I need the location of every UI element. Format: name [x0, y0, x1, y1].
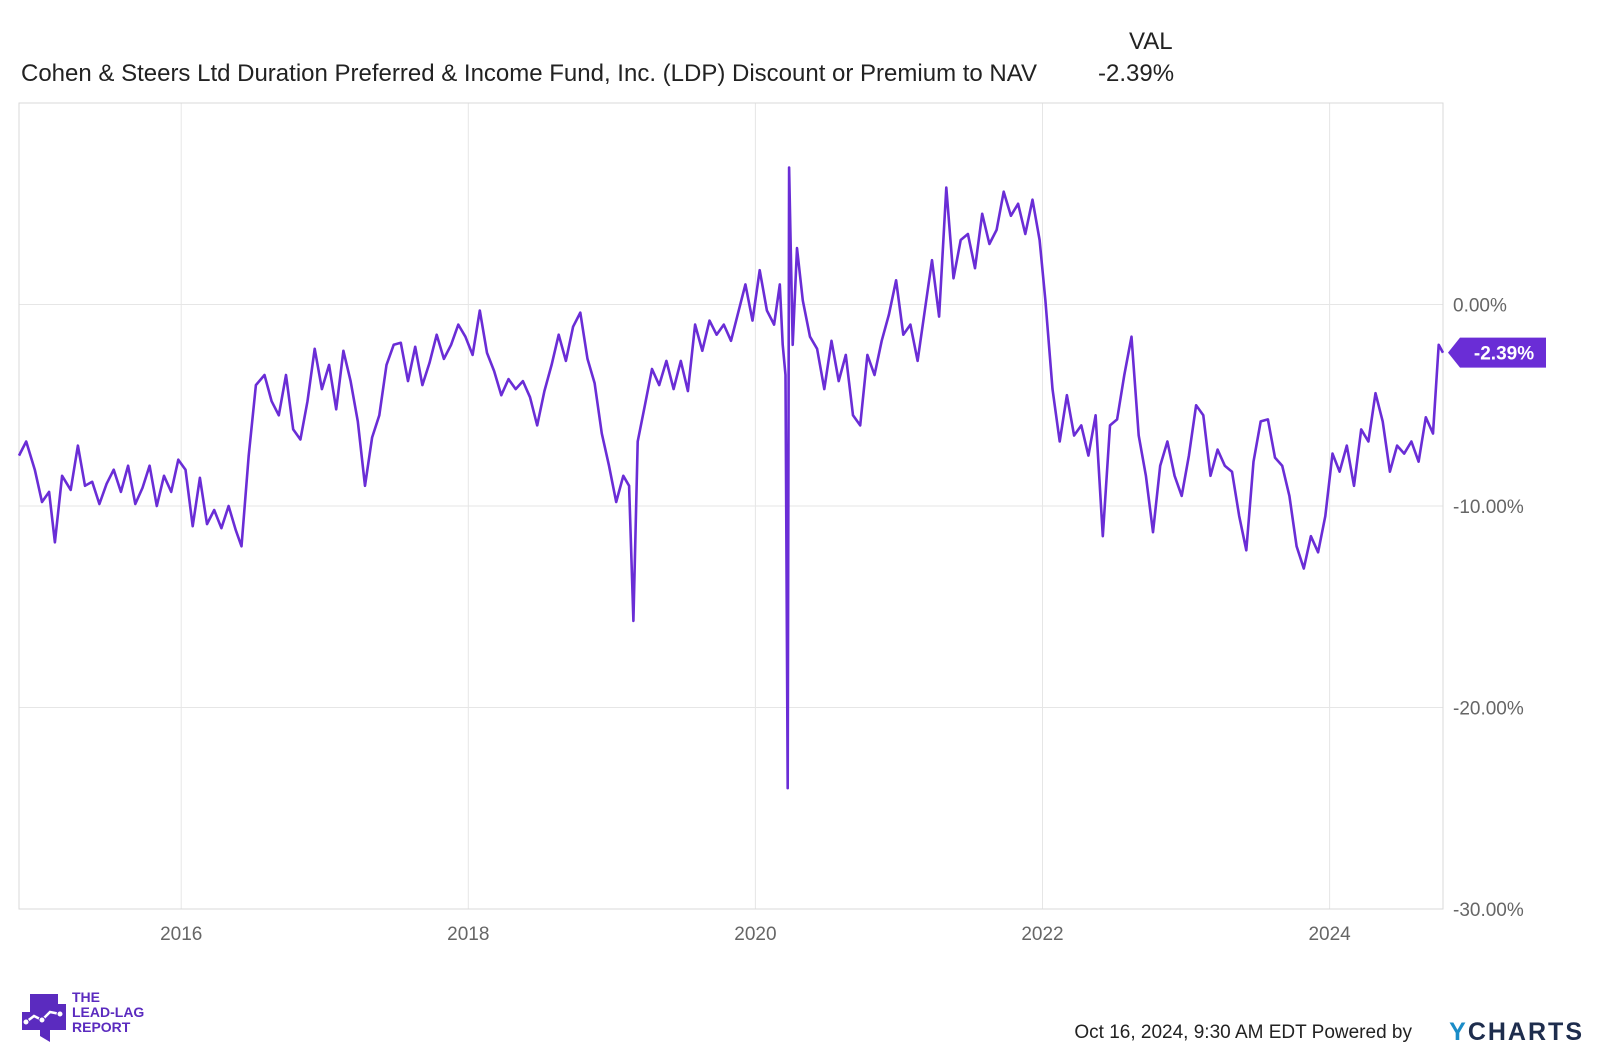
x-tick-label: 2018: [447, 924, 489, 945]
x-tick-label: 2016: [160, 924, 202, 945]
current-value-badge: -2.39%: [1448, 337, 1546, 368]
ycharts-rest: CHARTS: [1467, 1018, 1584, 1046]
lead-lag-logo-icon: [22, 994, 66, 1042]
series-name: Cohen & Steers Ltd Duration Preferred & …: [21, 60, 1037, 87]
current-value: -2.39%: [1098, 60, 1175, 87]
x-tick-label: 2024: [1308, 924, 1351, 945]
ycharts-y: Y: [1449, 1018, 1468, 1046]
logo-line-2: LEAD-LAG: [72, 1004, 145, 1020]
timestamp: Oct 16, 2024, 9:30 AM EDT Powered by: [1074, 1022, 1412, 1043]
badge-label: -2.39%: [1474, 344, 1534, 365]
badge-shape: [1448, 337, 1546, 368]
y-tick-label: 0.00%: [1453, 296, 1507, 317]
x-tick-label: 2022: [1021, 924, 1063, 945]
y-tick-label: -30.00%: [1453, 900, 1524, 921]
y-tick-label: -10.00%: [1453, 497, 1524, 518]
plot-border: [18, 102, 1444, 910]
logo-line-3: REPORT: [72, 1019, 131, 1035]
series-line: [17, 166, 1445, 790]
grid: [19, 103, 1443, 909]
series: [17, 166, 1445, 790]
y-axis: 0.00% -10.00% -20.00% -30.00%: [1453, 296, 1524, 922]
ycharts-brand: YCHARTS: [1449, 1018, 1584, 1047]
logo-line-1: THE: [72, 989, 100, 1005]
y-tick-label: -20.00%: [1453, 699, 1524, 720]
x-tick-label: 2020: [734, 924, 776, 945]
value-column-header: VAL: [1129, 28, 1173, 55]
lead-lag-report-logo: THE LEAD-LAG REPORT: [20, 990, 160, 1050]
x-axis: 2016 2018 2020 2022 2024: [160, 924, 1351, 945]
